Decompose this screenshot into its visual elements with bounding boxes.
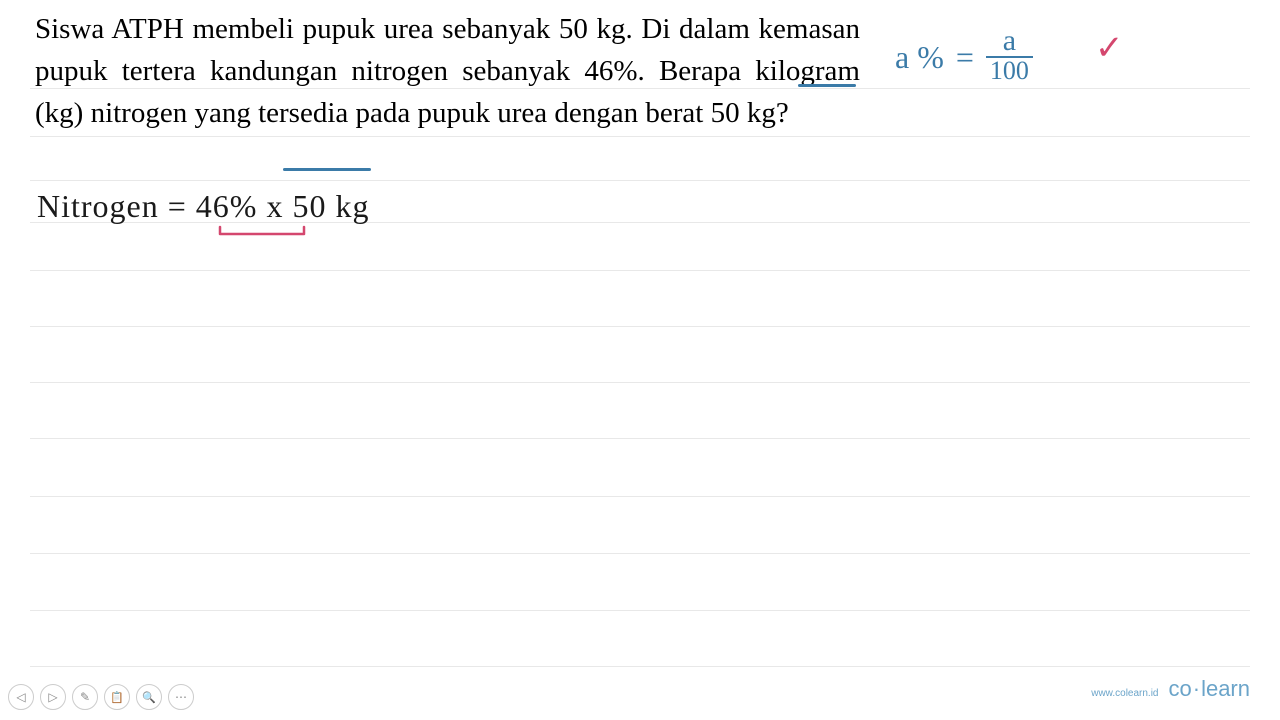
formula-numerator: a: [1003, 26, 1016, 56]
pen-icon: ✎: [80, 690, 90, 704]
more-button[interactable]: ⋯: [168, 684, 194, 710]
zoom-icon: 🔍: [142, 691, 156, 704]
handwritten-work-line1: Nitrogen = 46% x 50 kg: [37, 188, 369, 225]
formula-equals: =: [956, 39, 974, 76]
toolbar: ◁ ▷ ✎ 📋 🔍 ⋯: [8, 684, 194, 710]
checkmark-icon: ✓: [1095, 28, 1124, 68]
clipboard-button[interactable]: 📋: [104, 684, 130, 710]
brand-logo-co: co: [1169, 676, 1192, 701]
formula-lhs: a %: [895, 39, 944, 76]
clipboard-icon: 📋: [110, 691, 124, 704]
brand-logo: co·learn: [1169, 676, 1251, 702]
brand-logo-learn: learn: [1201, 676, 1250, 701]
formula-fraction: a 100: [986, 26, 1033, 84]
formula-denominator: 100: [986, 56, 1033, 84]
prev-icon: ◁: [16, 690, 25, 704]
pen-button[interactable]: ✎: [72, 684, 98, 710]
red-bracket-underline: [218, 225, 306, 239]
brand-url: www.colearn.id: [1091, 688, 1158, 699]
brand-area: www.colearn.id co·learn: [1091, 676, 1250, 702]
next-icon: ▷: [48, 690, 57, 704]
underline-46-percent: [798, 84, 856, 87]
zoom-button[interactable]: 🔍: [136, 684, 162, 710]
brand-logo-dot: ·: [1193, 676, 1200, 701]
percent-formula: a % = a 100: [895, 28, 1033, 86]
prev-button[interactable]: ◁: [8, 684, 34, 710]
more-icon: ⋯: [175, 690, 187, 704]
next-button[interactable]: ▷: [40, 684, 66, 710]
underline-50-kg: [283, 168, 371, 171]
question-text: Siswa ATPH membeli pupuk urea sebanyak 5…: [35, 8, 860, 134]
